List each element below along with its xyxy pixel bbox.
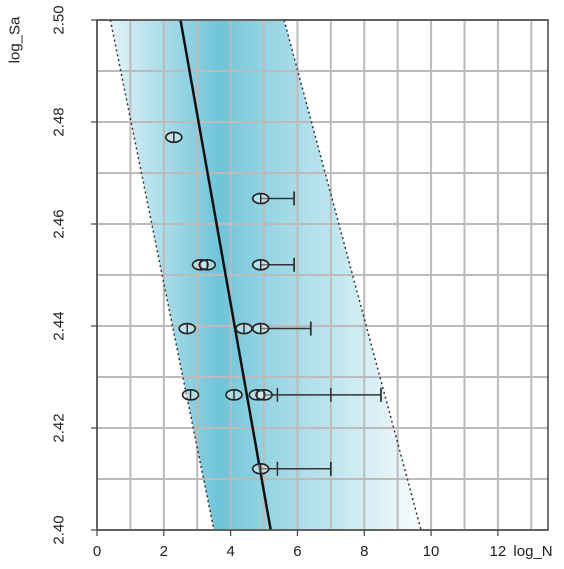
data-point <box>181 389 200 401</box>
y-tick-label: 2.44 <box>50 311 67 340</box>
x-tick-label: 4 <box>226 543 234 560</box>
data-point <box>178 322 196 335</box>
fit-lines <box>109 20 422 530</box>
x-tick-label: 8 <box>360 543 368 560</box>
lower-bound-line <box>109 20 215 530</box>
y-tick-label: 2.40 <box>50 515 67 544</box>
data-point <box>198 258 217 271</box>
data-point <box>251 462 270 475</box>
fit-line <box>179 20 272 530</box>
axes: 0 2 4 6 8 10 12 2.40 2.42 2.44 2.46 2.48 2.50 <box>50 5 549 560</box>
y-tick-label: 2.46 <box>50 209 67 238</box>
x-axis-title: log_N <box>513 543 552 560</box>
x-tick-label: 2 <box>160 543 168 560</box>
x-tick-label: 10 <box>423 543 440 560</box>
data-point <box>248 389 267 401</box>
x-tick-label: 0 <box>93 543 101 560</box>
data-point <box>251 322 270 335</box>
data-point <box>251 192 270 205</box>
y-tick-label: 2.48 <box>50 107 67 136</box>
data-point <box>235 322 253 335</box>
data-point <box>165 131 183 144</box>
data-point <box>225 389 243 401</box>
data-point <box>255 389 273 401</box>
plot-frame <box>96 19 549 531</box>
x-tick-label: 12 <box>490 543 507 560</box>
data-point <box>191 258 210 271</box>
y-axis-title: log_Sa <box>6 16 23 63</box>
y-tick-label: 2.50 <box>50 5 67 34</box>
data-points <box>165 131 273 475</box>
grid <box>96 19 548 531</box>
upper-bound-line <box>283 20 422 530</box>
y-tick-label: 2.42 <box>50 413 67 442</box>
data-point <box>251 258 270 271</box>
x-tick-label: 6 <box>293 543 301 560</box>
